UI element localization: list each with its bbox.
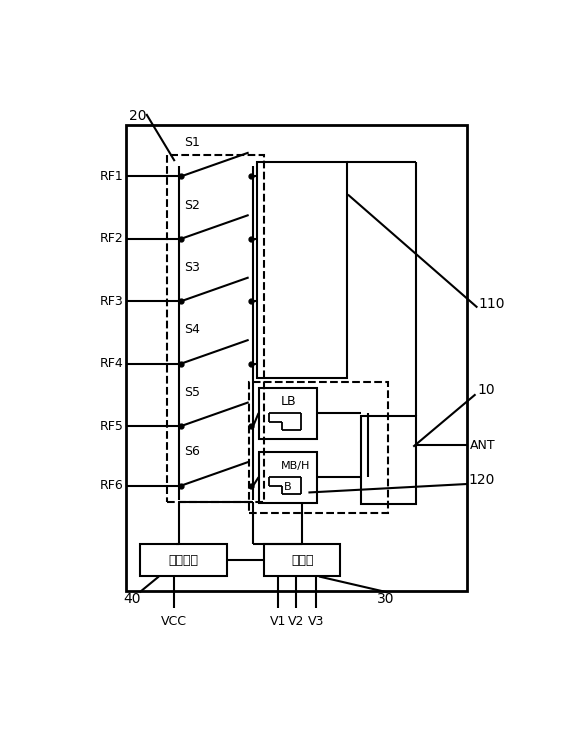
Text: S2: S2: [184, 198, 200, 212]
Text: V3: V3: [308, 615, 325, 628]
Bar: [257, 162, 347, 378]
Bar: [361, 416, 416, 504]
Bar: [166, 156, 264, 502]
Text: V2: V2: [288, 615, 304, 628]
Text: B: B: [284, 483, 292, 492]
Text: 110: 110: [479, 297, 505, 311]
Bar: [258, 452, 317, 503]
Text: 10: 10: [478, 383, 495, 397]
Bar: [264, 544, 340, 576]
Text: LB: LB: [281, 395, 296, 408]
Text: S5: S5: [184, 386, 201, 399]
Bar: [249, 383, 389, 513]
Text: RF1: RF1: [100, 170, 124, 183]
Bar: [258, 388, 317, 439]
Text: S6: S6: [184, 445, 200, 458]
Text: RF3: RF3: [100, 295, 124, 308]
Text: 20: 20: [129, 109, 147, 123]
Text: 40: 40: [123, 593, 141, 606]
Bar: [126, 125, 467, 590]
Text: VCC: VCC: [161, 615, 187, 628]
Text: MB/H: MB/H: [281, 461, 310, 471]
Text: 30: 30: [377, 593, 395, 606]
Text: RF2: RF2: [100, 232, 124, 245]
Text: 电压电路: 电压电路: [168, 553, 198, 567]
Text: S4: S4: [184, 324, 200, 336]
Text: S1: S1: [184, 136, 200, 149]
Bar: [140, 544, 228, 576]
Text: 译码器: 译码器: [291, 553, 314, 567]
Text: ANT: ANT: [470, 439, 496, 452]
Text: V1: V1: [270, 615, 286, 628]
Text: RF5: RF5: [100, 419, 124, 433]
Text: S3: S3: [184, 261, 200, 274]
Text: 120: 120: [469, 473, 495, 487]
Text: RF6: RF6: [100, 479, 124, 492]
Text: RF4: RF4: [100, 357, 124, 370]
